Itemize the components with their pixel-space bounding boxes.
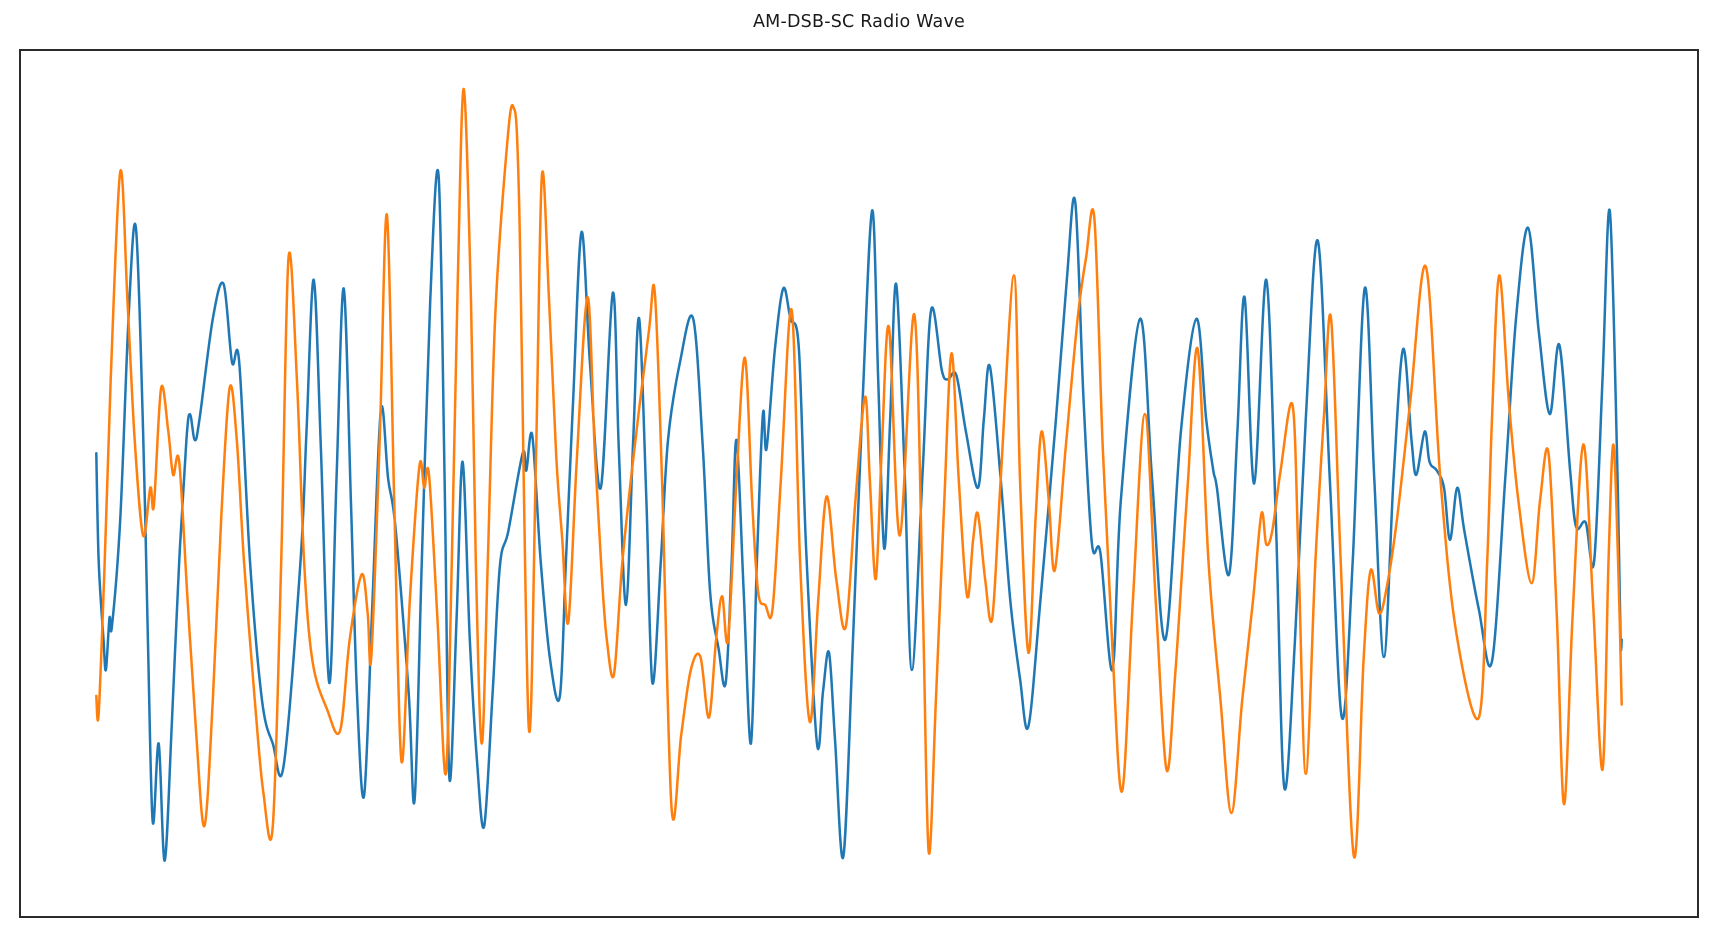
series-lines bbox=[95, 87, 1623, 862]
series-orange-line bbox=[95, 87, 1623, 859]
chart-title: AM-DSB-SC Radio Wave bbox=[753, 12, 965, 32]
series-blue-line bbox=[95, 168, 1623, 862]
plot-frame bbox=[19, 49, 1699, 918]
